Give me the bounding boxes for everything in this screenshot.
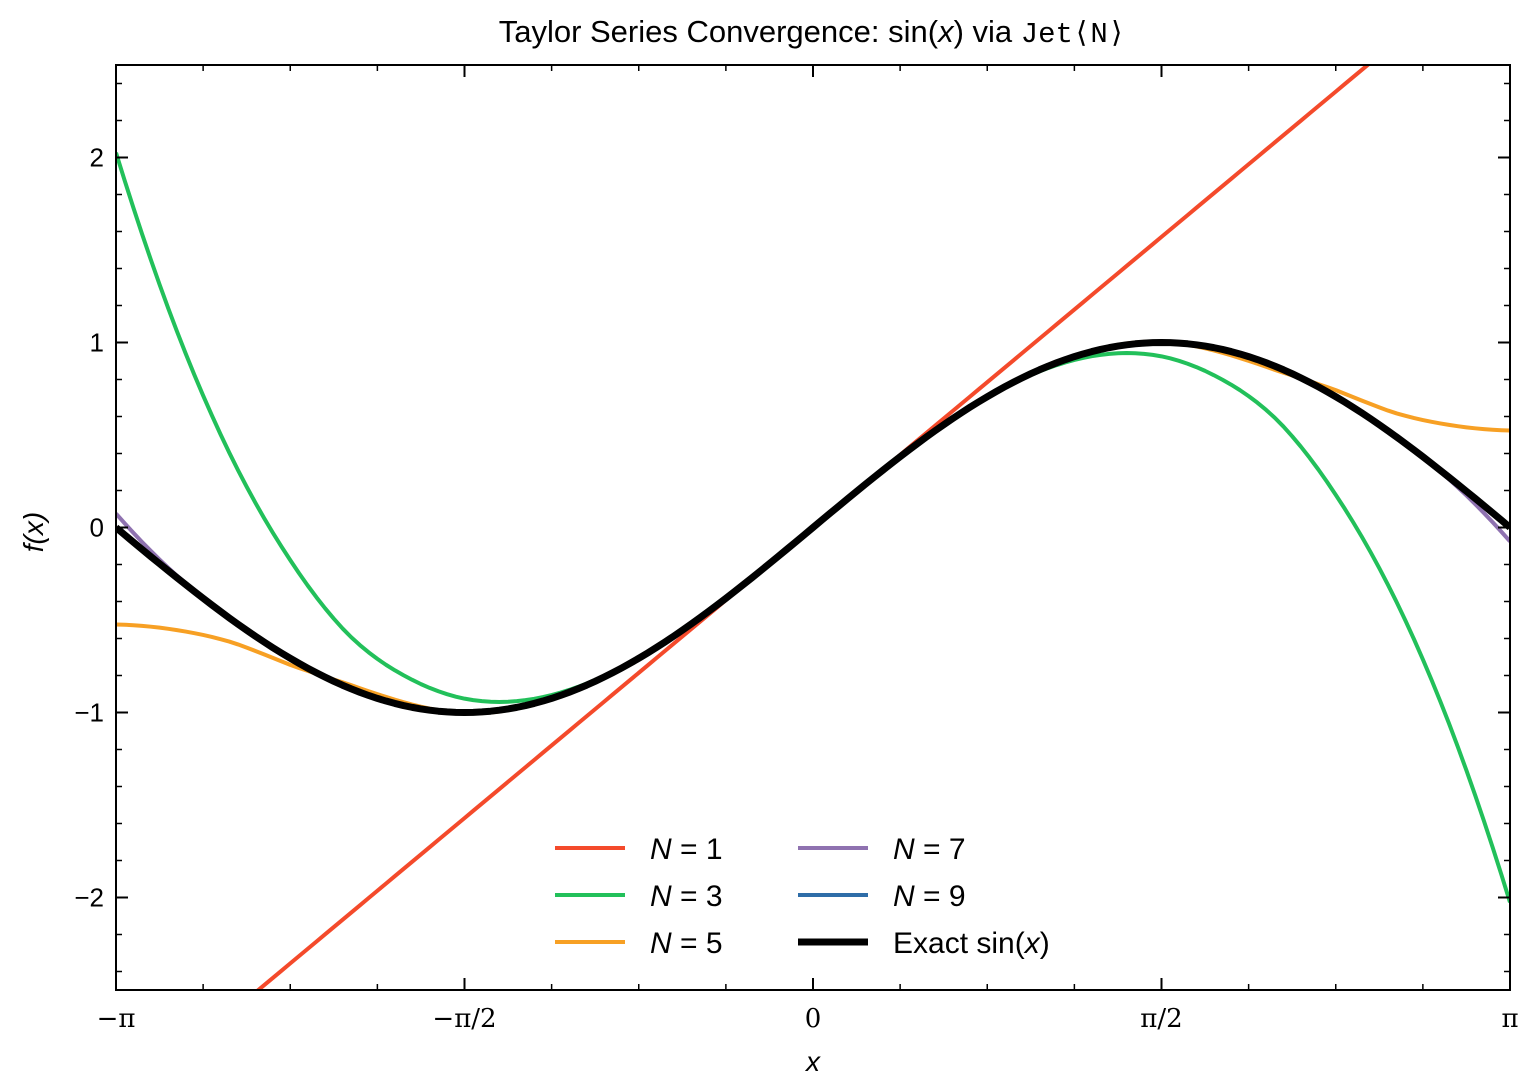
legend-label-2: N = 5 [650, 927, 723, 960]
y-tick-label-4: −2 [74, 883, 104, 913]
chart-title-middle: ) via [954, 14, 1021, 49]
legend-label-3: N = 7 [893, 833, 966, 866]
x-tick-label-1: −π/2 [432, 1004, 496, 1034]
axis-ticks-group: −π −π/2 0 π/2 π 2 1 0 −1 −2 [74, 65, 1519, 1034]
x-tick-label-4: π [1501, 1004, 1518, 1034]
x-axis-label: x [804, 1046, 821, 1077]
series-lines-group [116, 65, 1510, 990]
y-tick-label-0: 2 [90, 143, 104, 173]
chart-title-prefix: Taylor Series Convergence: sin( [499, 14, 939, 49]
series-line-5 [116, 339, 1510, 716]
legend-label-4: N = 9 [893, 880, 966, 913]
chart-title-code: Jet⟨N⟩ [1021, 18, 1126, 51]
y-tick-label-1: 1 [90, 328, 104, 358]
chart-title-var: x [936, 14, 955, 49]
y-axis-label: f(x) [18, 512, 49, 552]
x-tick-label-3: π/2 [1140, 1004, 1182, 1034]
legend-label-5: Exact sin(x) [893, 927, 1050, 960]
y-tick-label-2: 0 [90, 513, 104, 543]
legend-label-0: N = 1 [650, 833, 723, 866]
y-tick-label-3: −1 [74, 698, 104, 728]
legend-label-1: N = 3 [650, 880, 723, 913]
chart-title: Taylor Series Convergence: sin(x) via Je… [499, 14, 1126, 51]
x-tick-label-0: −π [97, 1004, 136, 1034]
legend: N = 1 N = 3 N = 5 N = 7 N = 9 Exact sin(x) [555, 833, 1050, 960]
series-line-0 [255, 65, 1371, 990]
x-tick-label-2: 0 [805, 1004, 822, 1034]
